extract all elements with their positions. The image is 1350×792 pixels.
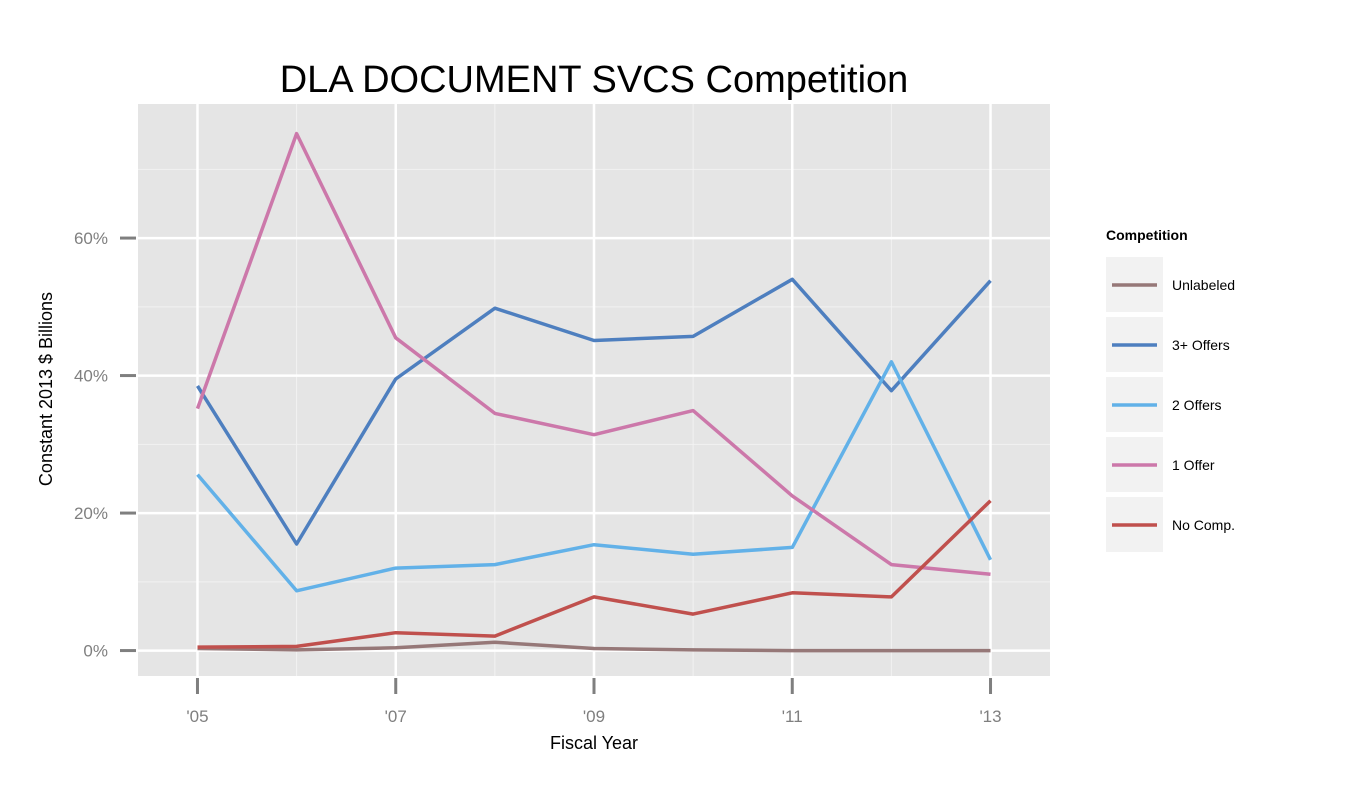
x-tick-label: '11	[782, 707, 803, 726]
legend-title: Competition	[1106, 227, 1188, 243]
legend: Competition Unlabeled 3+ Offers 2 Offers 1 …	[1106, 227, 1235, 552]
chart-title: DLA DOCUMENT SVCS Competition	[280, 59, 909, 101]
x-tick-label: '13	[979, 707, 1001, 726]
y-tick-label: 40%	[74, 367, 108, 386]
series-line-2-offers	[196, 360, 993, 593]
x-tick-label: '05	[186, 707, 208, 726]
y-tick-label: 0%	[83, 642, 108, 661]
series-lines	[195, 131, 993, 653]
legend-label: 3+ Offers	[1172, 337, 1230, 353]
series-line-3-offers	[196, 277, 992, 546]
legend-label: Unlabeled	[1172, 277, 1235, 293]
legend-label: 1 Offer	[1172, 457, 1215, 473]
y-tick-label: 20%	[74, 504, 108, 523]
x-tick-label: '09	[583, 707, 605, 726]
x-axis-label: Fiscal Year	[550, 733, 638, 753]
x-tick-label: '07	[385, 707, 407, 726]
y-axis-label: Constant 2013 $ Billions	[36, 292, 56, 486]
legend-label: 2 Offers	[1172, 397, 1222, 413]
series-line-unlabeled	[197, 640, 991, 653]
x-axis: '05 '07 '09 '11 '13	[186, 678, 1002, 726]
y-axis: 0% 20% 40% 60%	[74, 229, 136, 661]
legend-label: No Comp.	[1172, 517, 1235, 533]
series-line-no-comp	[197, 499, 992, 649]
series-line-1-offer	[195, 131, 991, 577]
y-tick-label: 60%	[74, 229, 108, 248]
